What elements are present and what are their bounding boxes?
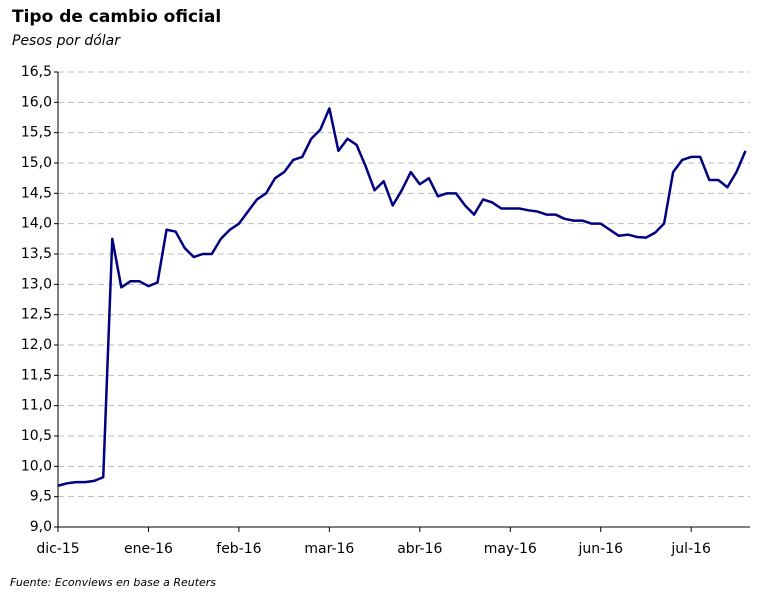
chart-subtitle: Pesos por dólar xyxy=(12,33,121,49)
x-tick-label: dic-15 xyxy=(36,541,79,557)
x-tick-label: may-16 xyxy=(484,541,537,557)
x-tick-label: mar-16 xyxy=(304,541,354,557)
y-tick-label: 12,5 xyxy=(21,307,52,323)
source-note: Fuente: Econviews en base a Reuters xyxy=(10,576,216,589)
y-tick-label: 16,0 xyxy=(21,94,52,110)
y-tick-label: 9,0 xyxy=(30,519,52,535)
y-tick-label: 14,0 xyxy=(21,216,52,232)
x-tick-label: jun-16 xyxy=(577,541,623,557)
y-tick-label: 10,0 xyxy=(21,458,52,474)
y-tick-label: 16,5 xyxy=(21,64,52,80)
y-tick-label: 11,5 xyxy=(21,367,52,383)
x-tick-label: ene-16 xyxy=(124,541,173,557)
y-tick-label: 15,0 xyxy=(21,155,52,171)
x-tick-label: abr-16 xyxy=(397,541,442,557)
y-tick-label: 14,5 xyxy=(21,185,52,201)
y-tick-label: 13,0 xyxy=(21,276,52,292)
line-series xyxy=(57,107,747,487)
y-tick-label: 13,5 xyxy=(21,246,52,262)
y-tick-label: 9,5 xyxy=(30,489,52,505)
y-tick-label: 15,5 xyxy=(21,125,52,141)
y-tick-label: 12,0 xyxy=(21,337,52,353)
x-tick-label: jul-16 xyxy=(670,541,711,557)
y-tick-label: 11,0 xyxy=(21,398,52,414)
chart-title: Tipo de cambio oficial xyxy=(12,7,221,27)
x-tick-label: feb-16 xyxy=(216,541,261,557)
y-tick-label: 10,5 xyxy=(21,428,52,444)
